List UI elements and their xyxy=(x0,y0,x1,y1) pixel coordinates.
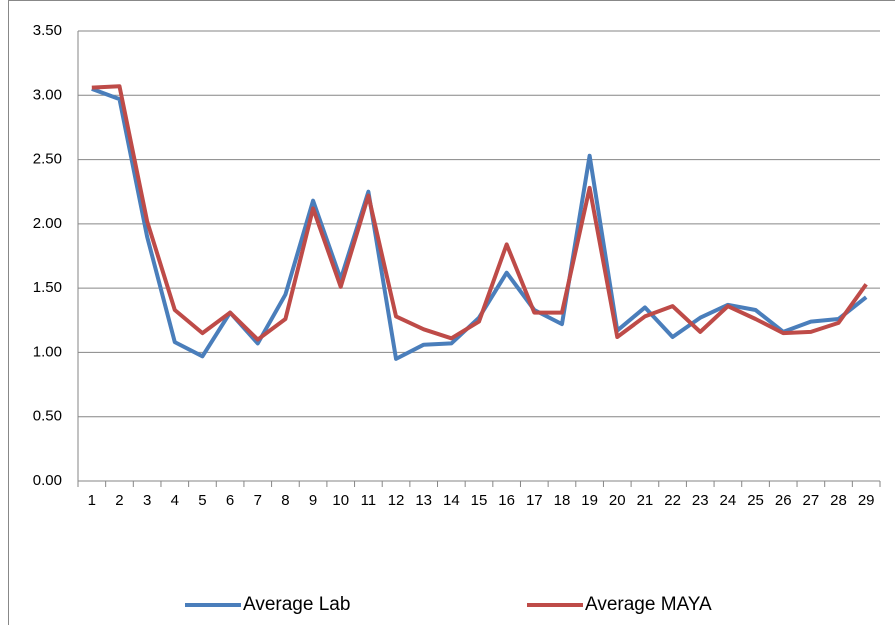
x-tick-label: 29 xyxy=(858,492,875,509)
y-tick-label: 3.00 xyxy=(33,86,62,103)
x-tick-label: 26 xyxy=(775,492,792,509)
x-tick-label: 3 xyxy=(143,492,151,509)
x-tick-label: 2 xyxy=(115,492,123,509)
x-tick-label: 21 xyxy=(637,492,654,509)
x-tick-label: 13 xyxy=(415,492,432,509)
x-tick-label: 19 xyxy=(581,492,598,509)
x-tick-label: 25 xyxy=(747,492,764,509)
legend-label: Average MAYA xyxy=(585,594,712,615)
x-tick-label: 18 xyxy=(554,492,571,509)
x-tick-label: 4 xyxy=(171,492,179,509)
x-tick-label: 5 xyxy=(198,492,206,509)
x-tick-label: 20 xyxy=(609,492,626,509)
y-tick-label: 2.50 xyxy=(33,151,62,168)
x-tick-label: 22 xyxy=(664,492,681,509)
x-tick-label: 6 xyxy=(226,492,234,509)
x-tick-label: 1 xyxy=(88,492,96,509)
x-tick-label: 17 xyxy=(526,492,543,509)
y-tick-label: 1.00 xyxy=(33,343,62,360)
x-tick-label: 11 xyxy=(361,492,377,509)
x-tick-label: 15 xyxy=(471,492,488,509)
x-tick-label: 14 xyxy=(443,492,460,509)
y-tick-label: 2.00 xyxy=(33,215,62,232)
legend-label: Average Lab xyxy=(243,594,350,615)
y-tick-label: 0.50 xyxy=(33,408,62,425)
x-tick-label: 7 xyxy=(254,492,262,509)
x-tick-label: 8 xyxy=(281,492,289,509)
x-tick-label: 9 xyxy=(309,492,317,509)
y-tick-label: 1.50 xyxy=(33,279,62,296)
x-tick-label: 16 xyxy=(498,492,515,509)
y-tick-label: 3.50 xyxy=(33,22,62,39)
series-line xyxy=(92,86,866,339)
x-tick-label: 24 xyxy=(720,492,737,509)
x-tick-label: 12 xyxy=(388,492,405,509)
x-tick-label: 28 xyxy=(830,492,847,509)
x-tick-label: 23 xyxy=(692,492,709,509)
x-tick-label: 27 xyxy=(803,492,820,509)
x-tick-label: 10 xyxy=(332,492,349,509)
y-tick-label: 0.00 xyxy=(33,472,62,489)
